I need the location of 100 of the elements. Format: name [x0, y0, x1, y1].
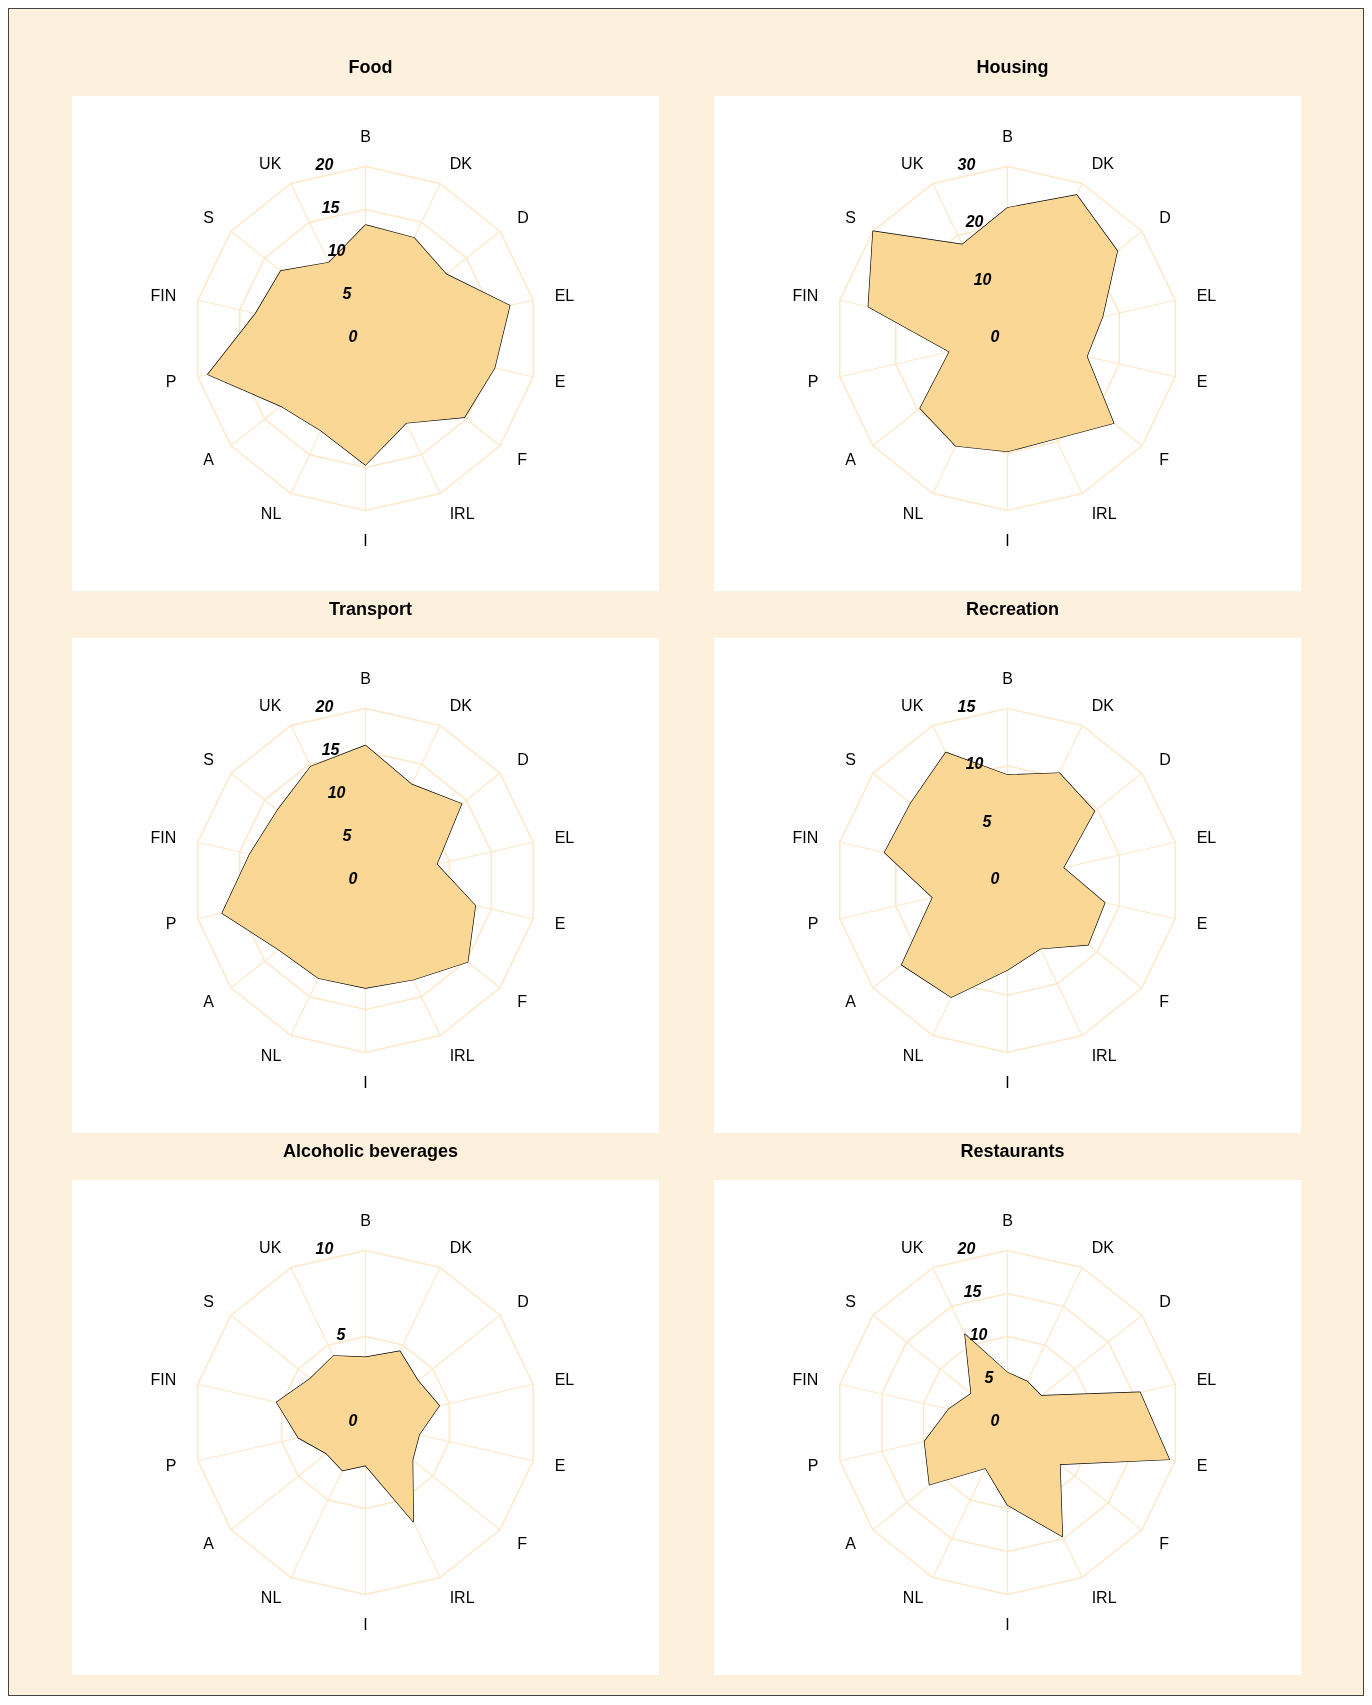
spoke-label: EL — [1196, 286, 1217, 304]
spoke-label: F — [517, 1534, 528, 1552]
spoke-label: B — [1002, 1212, 1013, 1229]
spoke-label: FIN — [150, 1370, 177, 1388]
spoke-label: FIN — [792, 828, 819, 846]
spoke-label: A — [203, 450, 215, 468]
chart-title: Food — [348, 57, 393, 77]
y-tick-label: 30 — [957, 156, 976, 173]
spoke-label: S — [845, 209, 856, 227]
y-tick-label: 20 — [964, 213, 984, 231]
spoke-label: UK — [259, 697, 282, 715]
y-tick-label: 15 — [957, 698, 977, 715]
spoke-label: EL — [1196, 1370, 1217, 1388]
chart-title: Housing — [976, 57, 1049, 77]
y-tick-label: 0 — [348, 870, 358, 887]
y-tick-label: 20 — [956, 1240, 976, 1257]
spoke-label: B — [360, 1212, 371, 1229]
y-tick-label: 0 — [990, 328, 1000, 345]
y-tick-label: 5 — [342, 285, 353, 302]
spoke-label: EL — [1196, 828, 1217, 846]
chart-title: Alcoholic beverages — [282, 1141, 459, 1161]
spoke-label: IRL — [449, 1046, 475, 1064]
y-tick-label: 20 — [314, 698, 334, 715]
spoke-label: A — [203, 992, 215, 1010]
spoke-label: F — [517, 992, 528, 1010]
spoke-label: DK — [449, 1239, 473, 1257]
spoke-label: P — [165, 915, 177, 933]
y-tick-label: 10 — [965, 755, 984, 773]
spoke-label: E — [1196, 373, 1208, 391]
spoke-label: P — [807, 915, 819, 933]
spoke-label: EL — [554, 1370, 575, 1388]
spoke-label: F — [1159, 450, 1170, 468]
spoke-label: I — [363, 532, 368, 549]
spoke-label: A — [203, 1534, 215, 1552]
y-tick-label: 0 — [990, 1412, 1000, 1429]
y-tick-label: 20 — [314, 156, 334, 173]
spoke-label: DK — [449, 697, 473, 715]
chart-title: Restaurants — [960, 1141, 1065, 1161]
spoke-label: FIN — [150, 828, 177, 846]
spoke-label: D — [1159, 1293, 1171, 1311]
spoke-label: NL — [902, 504, 924, 522]
spoke-label: IRL — [1091, 1588, 1117, 1606]
spoke-label: E — [554, 373, 566, 391]
spoke-label: IRL — [1091, 504, 1117, 522]
spoke-label: E — [554, 1457, 566, 1475]
y-tick-label: 15 — [321, 199, 341, 216]
spoke-label: E — [554, 915, 566, 933]
spoke-label: NL — [260, 504, 282, 522]
spoke-label: UK — [901, 1239, 924, 1257]
y-tick-label: 5 — [336, 1326, 347, 1343]
spoke-label: I — [363, 1616, 368, 1633]
spoke-label: S — [845, 1293, 856, 1311]
spoke-label: F — [1159, 992, 1170, 1010]
spoke-label: FIN — [792, 1370, 819, 1388]
spoke-label: S — [203, 751, 214, 769]
spoke-label: B — [360, 670, 371, 687]
spoke-label: E — [1196, 915, 1208, 933]
spoke-label: P — [165, 373, 177, 391]
spoke-label: NL — [902, 1588, 924, 1606]
spoke-label: I — [1005, 1074, 1010, 1091]
spoke-label: F — [517, 450, 528, 468]
spoke-label: I — [363, 1074, 368, 1091]
y-tick-label: 10 — [973, 270, 992, 288]
spoke-label: FIN — [150, 286, 177, 304]
spoke-label: S — [203, 209, 214, 227]
spoke-label: EL — [554, 286, 575, 304]
spoke-label: D — [1159, 751, 1171, 769]
y-tick-label: 10 — [327, 784, 346, 801]
spoke-label: B — [1002, 128, 1013, 145]
spoke-label: UK — [259, 1239, 282, 1257]
spoke-label: NL — [902, 1046, 924, 1064]
spoke-label: UK — [901, 697, 924, 715]
spoke-label: P — [807, 1457, 819, 1475]
chart-title: Transport — [328, 599, 413, 619]
spoke-label: UK — [259, 155, 282, 173]
spoke-label: FIN — [792, 286, 819, 304]
spoke-label: S — [203, 1293, 214, 1311]
spoke-label: IRL — [449, 504, 475, 522]
y-tick-label: 10 — [969, 1326, 988, 1343]
spoke-label: NL — [260, 1588, 282, 1606]
spoke-label: S — [845, 751, 856, 769]
spoke-label: D — [517, 209, 529, 227]
spoke-label: UK — [901, 155, 924, 173]
chart-title: Recreation — [965, 599, 1060, 619]
y-tick-label: 10 — [315, 1240, 334, 1257]
spoke-label: P — [165, 1457, 177, 1475]
spoke-label: D — [517, 1293, 529, 1311]
spoke-label: EL — [554, 828, 575, 846]
spoke-label: DK — [1091, 155, 1115, 173]
y-tick-label: 0 — [990, 870, 1000, 887]
y-tick-label: 15 — [321, 741, 341, 758]
spoke-label: F — [1159, 1534, 1170, 1552]
spoke-label: D — [1159, 209, 1171, 227]
spoke-label: IRL — [449, 1588, 475, 1606]
spoke-label: DK — [449, 155, 473, 173]
spoke-label: A — [845, 992, 857, 1010]
y-tick-label: 5 — [984, 1369, 995, 1386]
spoke-label: A — [845, 1534, 857, 1552]
y-tick-label: 15 — [963, 1283, 983, 1300]
spoke-label: DK — [1091, 1239, 1115, 1257]
